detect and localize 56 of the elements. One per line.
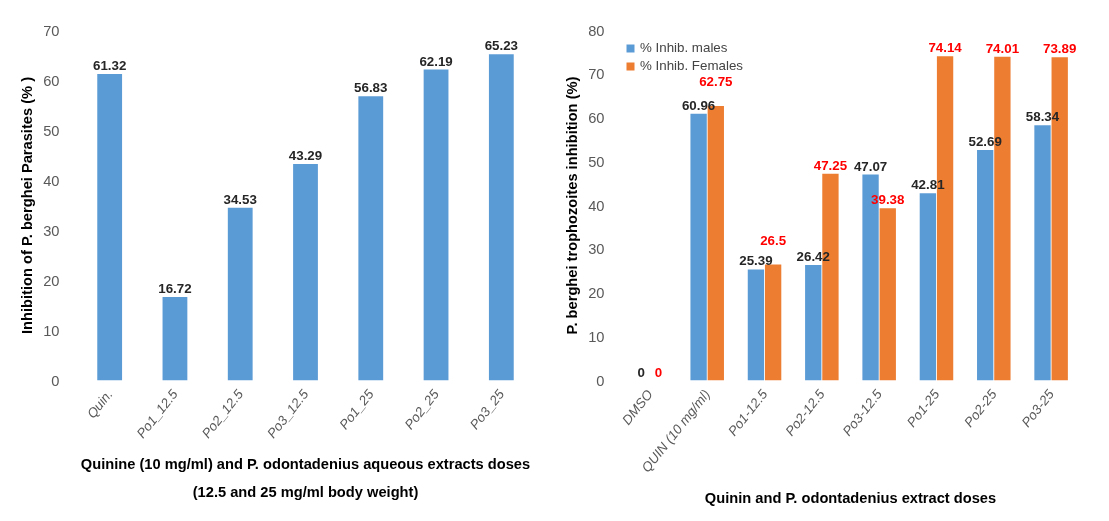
bar — [227, 207, 253, 381]
y-tick-label: 70 — [588, 66, 605, 83]
y-axis-title: P. berghei trophozoites inhibition (%) — [564, 76, 581, 335]
y-tick-label: 0 — [51, 372, 60, 389]
bar — [690, 113, 707, 381]
y-axis-title: Inhibition of P. berghei Parasites (% ) — [19, 76, 36, 335]
data-label: 47.07 — [853, 158, 888, 174]
data-label: 47.25 — [813, 157, 848, 173]
legend-label: % Inhib. males — [640, 40, 728, 55]
data-label: 16.72 — [158, 280, 192, 296]
y-tick-label: 10 — [588, 328, 605, 345]
bar — [747, 269, 765, 381]
bar — [805, 264, 822, 381]
data-label: 34.53 — [223, 191, 257, 207]
data-label: 65.23 — [484, 38, 519, 54]
bar — [97, 73, 123, 381]
y-tick-label: 0 — [596, 372, 605, 389]
data-label: 0 — [637, 364, 646, 380]
y-tick-label: 50 — [588, 153, 605, 170]
data-label: 25.39 — [739, 253, 773, 269]
bar — [764, 264, 782, 381]
y-tick-label: 70 — [43, 22, 60, 39]
data-label: 74.14 — [928, 40, 963, 56]
data-label: 62.19 — [419, 53, 453, 69]
data-label: 56.83 — [354, 80, 388, 96]
y-tick-label: 20 — [43, 272, 60, 289]
data-label: 74.01 — [985, 40, 1020, 56]
bar — [358, 96, 384, 381]
data-label: 0 — [654, 364, 663, 380]
bar — [919, 193, 937, 381]
y-tick-label: 30 — [588, 241, 605, 258]
data-label: 61.32 — [92, 57, 127, 73]
y-tick-label: 20 — [588, 285, 605, 301]
bar — [879, 208, 896, 381]
bar — [488, 54, 514, 381]
x-axis-title: Quinin and P. odontadenius extract doses — [704, 489, 997, 506]
bar — [1034, 125, 1051, 381]
bar — [977, 149, 994, 381]
bar — [423, 69, 449, 381]
y-tick-label: 50 — [43, 122, 60, 139]
y-tick-label: 40 — [588, 197, 605, 214]
data-label: 73.89 — [1043, 41, 1077, 57]
bar — [293, 164, 318, 381]
legend-label: % Inhib. Females — [640, 58, 743, 73]
data-label: 62.75 — [699, 73, 734, 89]
y-tick-label: 40 — [43, 172, 60, 189]
y-tick-label: 60 — [588, 110, 605, 126]
y-tick-label: 10 — [43, 322, 60, 339]
y-tick-label: 60 — [43, 72, 60, 89]
bar — [162, 296, 188, 381]
data-label: 26.5 — [760, 232, 787, 248]
y-tick-label: 30 — [43, 222, 60, 239]
y-tick-label: 80 — [588, 22, 605, 39]
data-label: 60.96 — [681, 97, 716, 113]
data-label: 43.29 — [288, 148, 323, 164]
x-axis-title: Quinine (10 mg/ml) and P. odontadenius aqueous extracts doses (12.5 and 25 mg/ml body weight) — [80, 455, 531, 500]
